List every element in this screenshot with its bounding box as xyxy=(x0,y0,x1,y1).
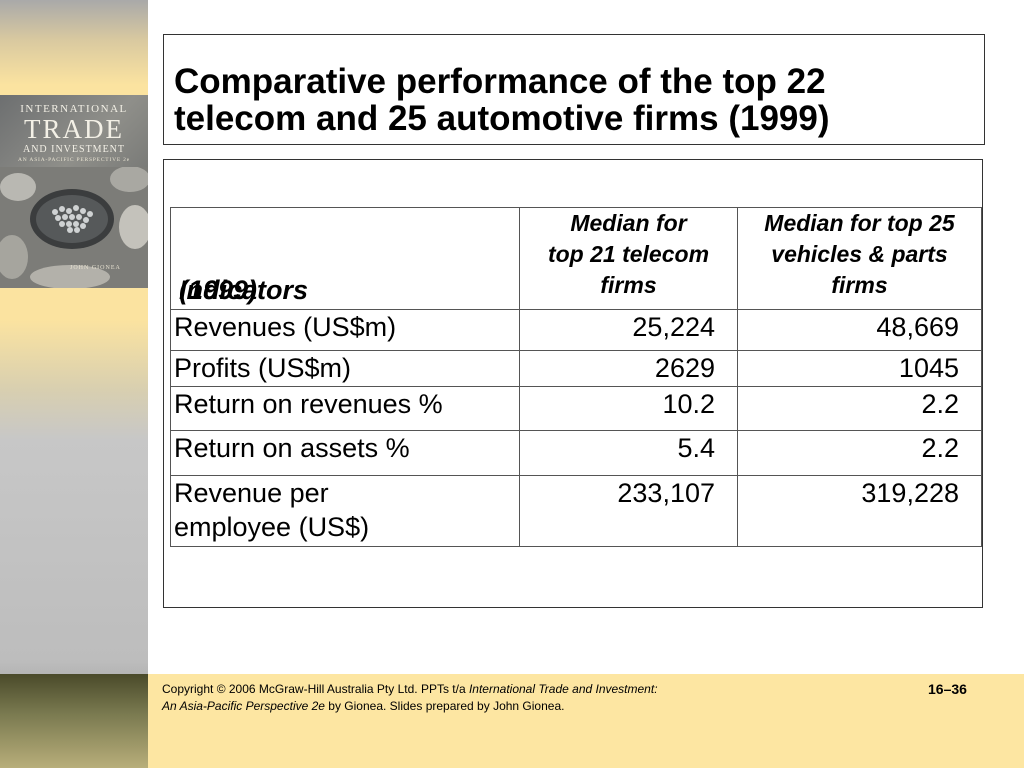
book-title-part1: International Trade and Investment: xyxy=(468,682,658,696)
header-automotive-line2: vehicles & parts xyxy=(771,241,948,267)
table-row: Revenue per employee (US$) 233,107 319,2… xyxy=(170,475,982,547)
cover-subtitle: AN ASIA-PACIFIC PERSPECTIVE 2e xyxy=(18,157,130,163)
row-label-line1: Revenue per xyxy=(174,478,329,508)
header-telecom-line1: Median for xyxy=(570,210,687,236)
header-automotive-line3: firms xyxy=(831,272,888,298)
header-automotive-line1: Median for top 25 xyxy=(764,210,955,236)
footer-band xyxy=(148,674,1024,768)
cover-title-line2: TRADE xyxy=(24,114,124,144)
row-label: Profits (US$m) xyxy=(170,350,520,387)
book-cover-image: INTERNATIONAL TRADE AND INVESTMENT AN AS… xyxy=(0,95,148,288)
header-indicators-line2: (1999) xyxy=(179,275,258,305)
cover-title-line1: INTERNATIONAL xyxy=(20,103,128,115)
row-label: Return on assets % xyxy=(170,430,520,476)
slide-title: Comparative performance of the top 22 te… xyxy=(174,63,974,137)
table-row: Revenues (US$m) 25,224 48,669 xyxy=(170,309,982,351)
telecom-value: 25,224 xyxy=(519,309,738,351)
slide-number: 16–36 xyxy=(928,681,967,697)
copyright-symbol: © xyxy=(216,682,226,696)
table-row: Profits (US$m) 2629 1045 xyxy=(170,350,982,387)
comparison-table: Indicators (1999) Median for top 21 tele… xyxy=(170,207,982,547)
row-label-line2: employee (US$) xyxy=(174,512,370,542)
automotive-value: 2.2 xyxy=(737,430,982,476)
header-indicators: Indicators (1999) xyxy=(170,207,520,310)
cover-shell-photo xyxy=(0,167,148,288)
table-row: Return on assets % 5.4 2.2 xyxy=(170,430,982,476)
automotive-value: 48,669 xyxy=(737,309,982,351)
telecom-value: 233,107 xyxy=(519,475,738,547)
table-row: Return on revenues % 10.2 2.2 xyxy=(170,386,982,431)
header-telecom-line2: top 21 telecom xyxy=(547,241,710,267)
table-header-row: Indicators (1999) Median for top 21 tele… xyxy=(170,207,982,310)
automotive-value: 1045 xyxy=(737,350,982,387)
header-telecom-line3: firms xyxy=(600,272,657,298)
book-title-part2: An Asia-Pacific Perspective 2e xyxy=(162,699,325,713)
telecom-value: 2629 xyxy=(519,350,738,387)
content-box xyxy=(163,159,983,608)
credit-text: by Gionea. Slides prepared by John Gione… xyxy=(324,699,565,713)
cover-title-line3: AND INVESTMENT xyxy=(22,144,126,155)
cover-author: JOHN GIONEA xyxy=(70,265,121,271)
copyright-text: 2006 McGraw-Hill Australia Pty Ltd. PPTs… xyxy=(225,682,469,696)
automotive-value: 319,228 xyxy=(737,475,982,547)
telecom-value: 5.4 xyxy=(519,430,738,476)
row-label: Revenue per employee (US$) xyxy=(170,475,520,547)
slide-title-line1: Comparative performance of the top 22 xyxy=(174,62,826,101)
slide-title-line2: telecom and 25 automotive firms (1999) xyxy=(174,99,830,138)
header-telecom: Median for top 21 telecom firms xyxy=(519,207,738,310)
row-label: Revenues (US$m) xyxy=(170,309,520,351)
copyright-prefix: Copyright xyxy=(162,682,217,696)
header-indicators-line1: Indicators xyxy=(179,275,309,305)
row-label: Return on revenues % xyxy=(170,386,520,431)
slide-title-box: Comparative performance of the top 22 te… xyxy=(163,34,985,145)
automotive-value: 2.2 xyxy=(737,386,982,431)
telecom-value: 10.2 xyxy=(519,386,738,431)
left-strip-bottom xyxy=(0,674,148,768)
header-automotive: Median for top 25 vehicles & parts firms xyxy=(737,207,982,310)
footer-copyright: Copyright © 2006 McGraw-Hill Australia P… xyxy=(162,681,782,715)
